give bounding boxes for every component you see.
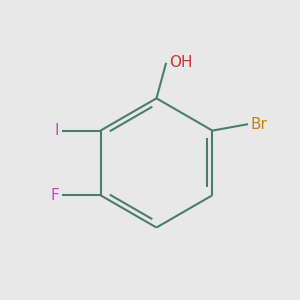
Text: F: F	[50, 188, 59, 203]
Text: Br: Br	[250, 117, 267, 132]
Text: OH: OH	[169, 55, 193, 70]
Text: I: I	[55, 123, 59, 138]
